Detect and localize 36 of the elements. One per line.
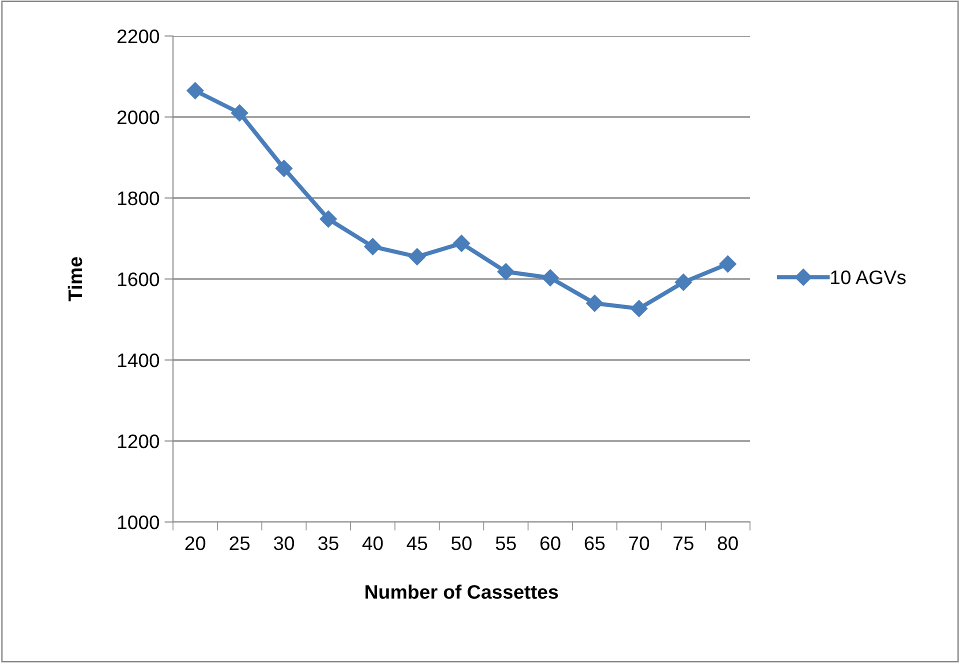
x-tick-label: 50 [451, 536, 472, 550]
point [586, 294, 604, 312]
x-tick-label: 35 [318, 536, 338, 550]
x-tick-label: 55 [496, 536, 516, 550]
point [364, 238, 382, 256]
point [497, 263, 514, 280]
point [275, 160, 293, 177]
x-tick-label: 30 [274, 536, 294, 550]
point [186, 82, 204, 100]
x-tick-label: 80 [718, 536, 738, 550]
y-axis-title: Time [68, 257, 82, 302]
y-tick-label: 1600 [118, 272, 160, 286]
y-tick-label: 1800 [118, 191, 160, 206]
legend-label: 10 AGVs [831, 270, 906, 284]
x-tick-label: 75 [674, 536, 694, 550]
point [408, 248, 426, 266]
point [630, 300, 648, 318]
x-tick-label: 20 [185, 536, 206, 550]
y-tick-label: 2000 [118, 110, 160, 124]
y-tick-label: 1400 [118, 353, 160, 368]
point [542, 269, 559, 286]
x-tick-label: 70 [629, 536, 650, 550]
x-tick-label: 60 [540, 536, 560, 550]
x-tick-label: 45 [406, 536, 428, 550]
point [231, 104, 248, 122]
point [452, 234, 470, 252]
y-tick-label: 1200 [118, 434, 160, 448]
x-tick-label: 25 [230, 536, 250, 550]
point [674, 274, 692, 291]
y-tick-label: 1000 [118, 515, 160, 530]
y-tick-label: 2200 [118, 29, 160, 44]
point [719, 255, 736, 273]
point [320, 210, 337, 228]
x-axis-title: Number of Cassettes [366, 584, 558, 599]
x-tick-label: 40 [362, 536, 383, 550]
x-tick-label: 65 [584, 536, 605, 550]
